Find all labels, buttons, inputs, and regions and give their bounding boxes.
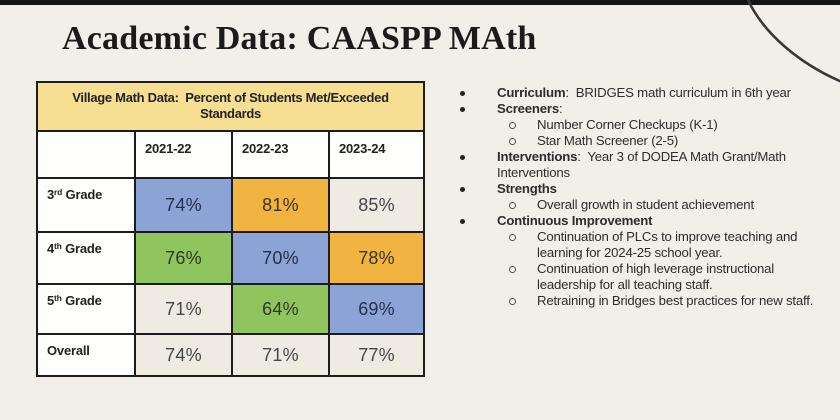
- data-cell: 71%: [134, 283, 233, 335]
- note-item-continuous-improvement: Continuous Improvement: [452, 213, 824, 229]
- data-cell: 74%: [134, 177, 233, 233]
- note-subitem-star-math: Star Math Screener (2-5): [452, 133, 824, 149]
- col-header-2023-24: 2023-24: [327, 130, 426, 179]
- col-header-2022-23: 2022-23: [231, 130, 330, 179]
- data-cell: 71%: [231, 333, 330, 377]
- row-label-grade5: 5th Grade: [36, 283, 136, 335]
- note-subitem-overall-growth: Overall growth in student achievement: [452, 197, 824, 213]
- math-data-table: Village Math Data: Percent of Students M…: [35, 81, 426, 377]
- note-subitem-number-corner: Number Corner Checkups (K-1): [452, 117, 824, 133]
- data-cell: 70%: [231, 231, 330, 285]
- data-cell: 85%: [327, 177, 426, 233]
- col-header-2021-22: 2021-22: [134, 130, 233, 179]
- note-item-interventions: Interventions: Year 3 of DODEA Math Gran…: [452, 149, 824, 181]
- math-data-table-container: Village Math Data: Percent of Students M…: [35, 81, 426, 377]
- table-row-grade4: 4th Grade 76% 70% 78%: [36, 231, 426, 285]
- data-cell: 81%: [231, 177, 330, 233]
- data-cell: 78%: [327, 231, 426, 285]
- note-subitem-plcs: Continuation of PLCs to improve teaching…: [452, 229, 824, 261]
- data-cell: 77%: [327, 333, 426, 377]
- note-item-strengths: Strengths: [452, 181, 824, 197]
- note-subitem-retraining: Retraining in Bridges best practices for…: [452, 293, 824, 309]
- table-row-grade3: 3rd Grade 74% 81% 85%: [36, 177, 426, 233]
- row-label-grade4: 4th Grade: [36, 231, 136, 285]
- table-row-overall: Overall 74% 71% 77%: [36, 333, 426, 377]
- row-label-overall: Overall: [36, 333, 136, 377]
- top-border-bar: [0, 0, 840, 5]
- corner-empty-cell: [36, 130, 136, 179]
- table-row-grade5: 5th Grade 71% 64% 69%: [36, 283, 426, 335]
- data-cell: 64%: [231, 283, 330, 335]
- note-item-curriculum: Curriculum: BRIDGES math curriculum in 6…: [452, 85, 824, 101]
- data-cell: 76%: [134, 231, 233, 285]
- data-cell: 74%: [134, 333, 233, 377]
- note-subitem-instructional-leadership: Continuation of high leverage instructio…: [452, 261, 824, 293]
- row-label-grade3: 3rd Grade: [36, 177, 136, 233]
- corner-line-decoration: [746, 0, 840, 83]
- notes-panel: Curriculum: BRIDGES math curriculum in 6…: [452, 85, 824, 309]
- data-cell: 69%: [327, 283, 426, 335]
- slide-title: Academic Data: CAASPP MAth: [62, 20, 537, 57]
- notes-list: Curriculum: BRIDGES math curriculum in 6…: [452, 85, 824, 309]
- note-item-screeners: Screeners:: [452, 101, 824, 117]
- table-title: Village Math Data: Percent of Students M…: [35, 81, 426, 132]
